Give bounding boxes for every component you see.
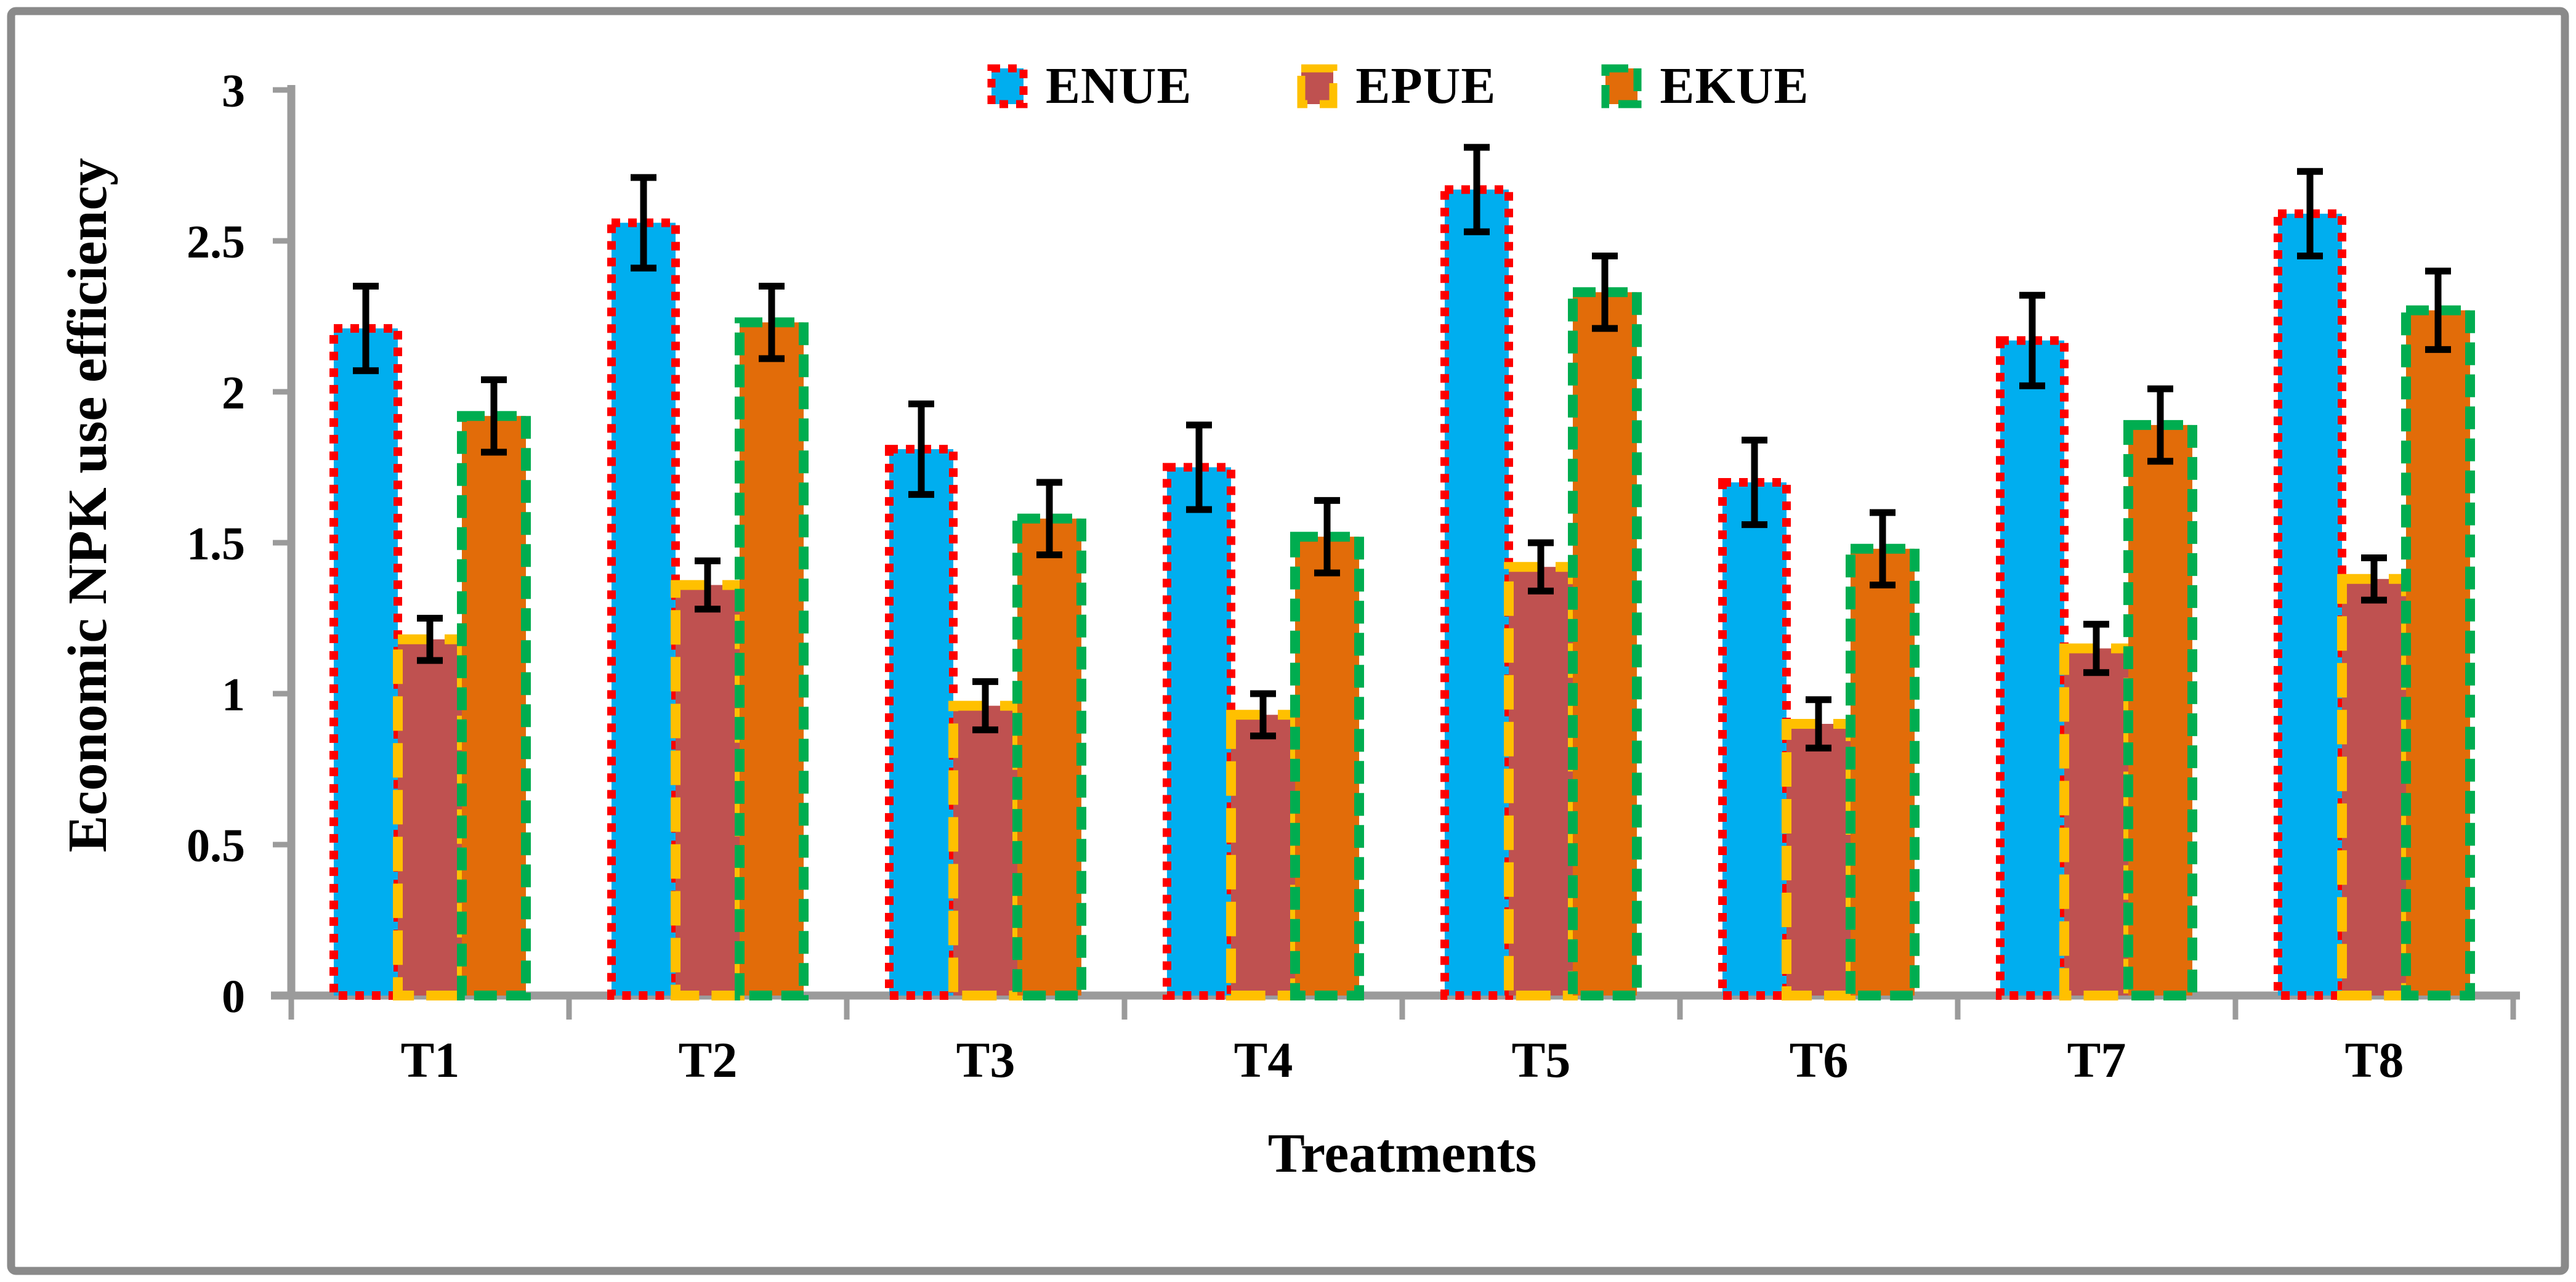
error-bar-enue-t2 (631, 174, 656, 272)
bar-enue-t6 (1718, 478, 1791, 1000)
error-bar-ekue-t8 (2425, 267, 2451, 353)
error-bar-epue-t4 (1250, 690, 1276, 740)
x-tick-label: T2 (679, 1032, 738, 1088)
y-tick-label: 3 (222, 65, 245, 117)
error-bar-enue-t6 (1742, 436, 1767, 529)
bar-ekue-t7 (2123, 420, 2197, 1000)
y-tick-label: 1.5 (187, 518, 245, 570)
legend-label-enue: ENUE (1046, 57, 1192, 115)
x-tick-label: T6 (1790, 1032, 1849, 1088)
error-bar-epue-t7 (2083, 620, 2109, 676)
bar-ekue-t4 (1290, 532, 1364, 1000)
legend-item-enue: ENUE (985, 60, 1192, 112)
bar-epue-t3 (948, 700, 1022, 1000)
bar-enue-t5 (1440, 185, 1513, 1000)
y-tick-label: 0 (222, 971, 245, 1023)
error-bar-enue-t3 (908, 400, 934, 498)
y-tick-label: 2 (222, 367, 245, 419)
legend-label-ekue: EKUE (1660, 57, 1809, 115)
bar-epue-t1 (393, 634, 467, 1001)
bar-enue-t4 (1163, 463, 1235, 1000)
error-bar-ekue-t4 (1314, 497, 1340, 577)
bar-epue-t2 (671, 580, 745, 1000)
bar-epue-t8 (2337, 574, 2411, 1000)
error-bar-ekue-t6 (1870, 509, 1896, 589)
bar-epue-t7 (2059, 643, 2133, 1000)
bar-ekue-t1 (457, 411, 531, 1000)
bar-enue-t2 (607, 218, 680, 1000)
error-bar-ekue-t1 (481, 376, 507, 456)
error-bar-enue-t7 (2019, 291, 2045, 389)
error-bar-enue-t4 (1186, 421, 1212, 513)
bar-enue-t1 (329, 324, 402, 1000)
error-bar-epue-t1 (417, 615, 443, 664)
legend-swatch-enue-icon (987, 64, 1028, 108)
error-bar-ekue-t3 (1036, 479, 1062, 559)
bar-ekue-t2 (735, 317, 809, 1000)
legend: ENUE EPUE EKUE (985, 60, 1809, 112)
error-bar-enue-t5 (1464, 144, 1490, 235)
y-tick-label: 0.5 (187, 820, 245, 872)
x-tick-label: T5 (1512, 1032, 1571, 1088)
bar-ekue-t3 (1012, 513, 1086, 1000)
error-bar-ekue-t5 (1592, 253, 1618, 332)
y-tick-label: 2.5 (187, 216, 245, 268)
x-tick-label: T4 (1234, 1032, 1293, 1088)
bar-enue-t3 (885, 445, 958, 1000)
bar-enue-t7 (1996, 336, 2069, 1000)
legend-item-epue: EPUE (1295, 60, 1496, 112)
figure-border (7, 7, 2569, 1275)
x-tick-label: T1 (401, 1032, 460, 1088)
x-tick-label: T3 (956, 1032, 1015, 1088)
error-bar-ekue-t7 (2147, 385, 2173, 465)
y-tick-label: 1 (222, 669, 245, 721)
bar-epue-t4 (1226, 710, 1300, 1001)
legend-swatch-epue-icon (1297, 64, 1338, 108)
legend-swatch-ekue-icon (1601, 64, 1642, 108)
error-bar-enue-t8 (2297, 168, 2323, 259)
error-bar-epue-t8 (2361, 554, 2387, 604)
x-tick-label: T8 (2345, 1032, 2404, 1088)
error-bar-epue-t2 (695, 557, 721, 613)
error-bar-ekue-t2 (759, 283, 785, 362)
x-axis-title: Treatments (1268, 1123, 1537, 1184)
bar-ekue-t6 (1846, 543, 1920, 1000)
bar-enue-t8 (2274, 209, 2346, 1000)
error-bar-epue-t6 (1806, 696, 1831, 752)
y-axis-title: Economic NPK use efficiency (57, 158, 118, 852)
legend-label-epue: EPUE (1355, 57, 1496, 115)
bar-epue-t5 (1504, 562, 1578, 1000)
error-bar-enue-t1 (353, 283, 379, 375)
legend-item-ekue: EKUE (1599, 60, 1809, 112)
bar-epue-t6 (1782, 719, 1855, 1000)
bar-ekue-t8 (2401, 305, 2475, 1001)
bar-ekue-t5 (1568, 287, 1642, 1000)
x-tick-label: T7 (2067, 1032, 2126, 1088)
error-bar-epue-t3 (972, 678, 998, 734)
error-bar-epue-t5 (1528, 539, 1554, 594)
